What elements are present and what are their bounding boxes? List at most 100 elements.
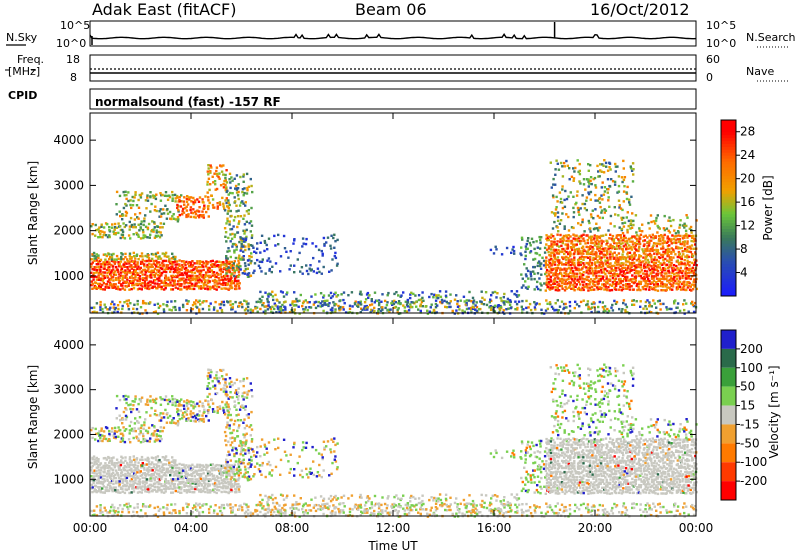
power-cell [574,266,577,269]
velocity-cell [547,467,550,470]
power-cell [222,202,225,205]
velocity-cell [181,467,184,470]
velocity-cell [322,440,326,443]
velocity-cell [550,446,553,450]
velocity-cell [207,411,210,415]
velocity-cell [664,471,667,474]
velocity-cell [187,481,190,484]
velocity-cell [121,478,124,481]
power-cell [228,172,232,175]
velocity-cell [146,439,149,443]
power-cell [192,196,195,200]
power-cell [125,204,128,207]
velocity-cell [173,485,176,488]
velocity-cell [638,486,641,489]
velocity-cell [120,471,124,474]
velocity-cell [197,404,201,408]
velocity-cell [644,483,647,486]
power-cell [529,272,532,276]
power-cell [155,259,158,263]
velocity-cell [594,473,597,476]
power-cell [244,238,247,242]
velocity-cell [103,466,107,469]
velocity-cell [621,470,624,473]
velocity-cell [107,489,111,493]
velocity-cell [592,475,595,478]
power-cell [607,286,610,289]
velocity-cell [582,462,585,465]
velocity-cell [158,472,161,476]
velocity-cell [553,460,556,463]
velocity-cell [202,490,205,493]
velocity-cell [661,467,664,470]
power-cell [102,281,105,285]
velocity-cell [137,461,140,464]
power-cell [150,229,154,232]
power-cell [185,215,188,219]
power-cell [299,270,302,273]
power-cell [524,286,528,289]
power-cell [684,267,687,270]
power-cell [214,188,217,191]
velocity-cell [132,474,135,477]
velocity-cell [524,489,528,493]
velocity-cell [117,474,120,477]
velocity-cell [236,467,239,470]
velocity-cell [242,458,245,461]
power-cell [110,256,114,259]
velocity-cell [105,486,109,489]
velocity-cell [274,465,278,469]
velocity-cell [139,441,143,444]
power-cell [147,265,151,268]
velocity-cell [242,406,245,409]
velocity-cell [658,482,662,486]
velocity-cell [207,382,211,385]
velocity-cell [621,483,625,486]
velocity-cell [569,456,572,459]
velocity-cell [571,475,574,478]
power-cell [148,287,151,291]
velocity-cell [200,482,203,486]
velocity-cell [549,487,552,490]
power-cell [216,202,219,205]
velocity-cell [223,384,226,387]
power-cell [595,266,598,270]
power-cell [168,195,172,199]
velocity-cell [170,482,173,485]
power-cell [540,262,543,265]
power-cell [146,269,149,272]
velocity-cell [549,440,553,443]
velocity-cell [584,445,587,449]
power-cell [551,263,554,266]
velocity-cell [597,439,601,442]
power-cell [149,259,153,262]
power-cell [99,230,102,233]
power-cell [656,285,659,288]
velocity-cell [149,483,153,487]
velocity-cell [609,478,612,481]
velocity-cell [113,432,116,435]
velocity-cell [100,469,103,472]
velocity-cell [283,450,287,453]
power-cell [108,283,112,287]
velocity-cell [582,491,585,495]
power-cell [225,181,229,184]
velocity-cell [101,482,105,486]
velocity-cell [225,490,228,494]
power-cell [144,284,147,287]
velocity-cell [188,480,191,483]
velocity-cell [332,440,335,443]
power-cell [217,276,220,280]
power-cell [556,240,559,243]
velocity-cell [653,486,656,490]
velocity-cell [298,455,301,458]
velocity-cell [562,442,565,446]
velocity-cell [190,487,193,491]
velocity-cell [552,464,555,468]
power-cell [168,258,171,261]
velocity-cell [613,481,616,485]
power-cell [91,254,94,257]
power-cell [597,282,600,285]
velocity-cell [229,459,232,462]
velocity-cell [185,488,189,492]
